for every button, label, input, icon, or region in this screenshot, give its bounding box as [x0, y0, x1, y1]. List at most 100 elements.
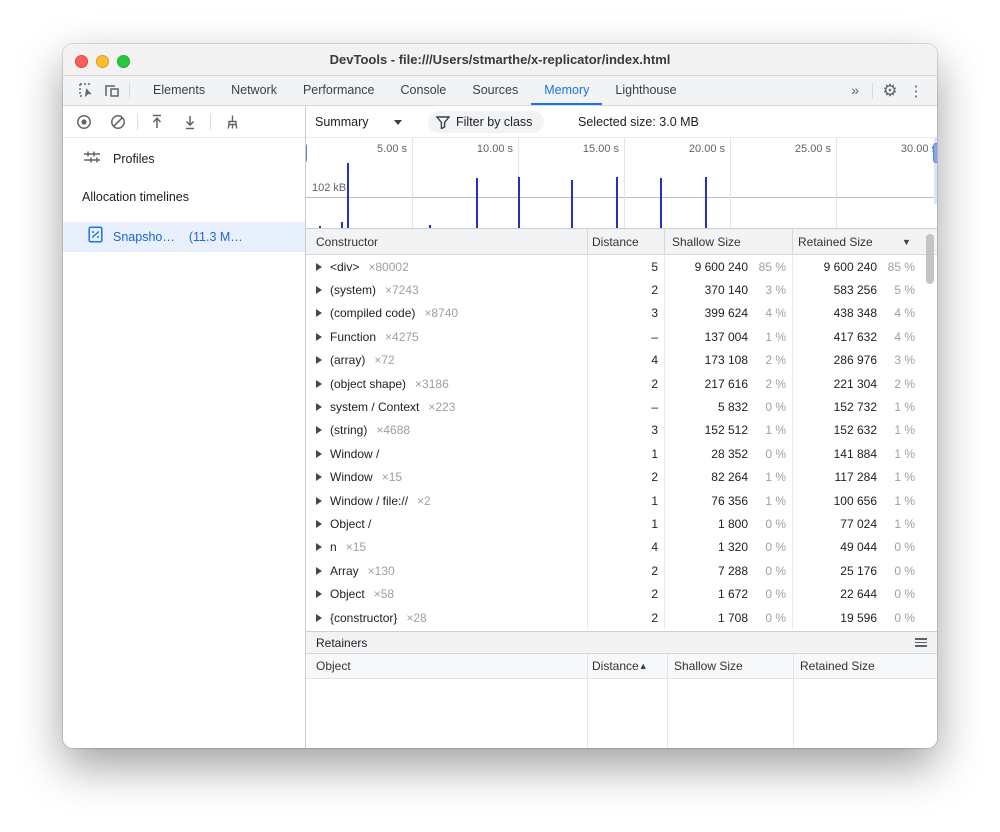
- profiles-header[interactable]: Profiles: [63, 144, 305, 174]
- column-divider[interactable]: [793, 654, 794, 678]
- memory-main-panel: 102 kB 5.00 s 10.00 s 15.00 s 20.00 s 25.00 …: [306, 138, 937, 748]
- column-divider[interactable]: [792, 229, 793, 254]
- disclosure-triangle-icon[interactable]: [316, 566, 322, 575]
- table-row[interactable]: Window / 1 28 352 0 % 141 884 1 %: [306, 442, 937, 465]
- zoom-button[interactable]: [117, 55, 130, 68]
- disclosure-triangle-icon[interactable]: [316, 613, 322, 622]
- tab-sources[interactable]: Sources: [472, 82, 519, 97]
- table-row[interactable]: Object / 1 1 800 0 % 77 024 1 %: [306, 512, 937, 535]
- table-row[interactable]: Window ×15 2 82 264 1 % 117 284 1 %: [306, 466, 937, 489]
- table-row[interactable]: Function ×4275 – 137 004 1 % 417 632 4 %: [306, 325, 937, 348]
- class-filter-input[interactable]: Filter by class: [428, 111, 545, 133]
- retained-size-value: 25 176: [840, 563, 877, 578]
- column-divider[interactable]: [587, 229, 588, 254]
- instance-count: ×223: [428, 400, 456, 415]
- table-row[interactable]: system / Context ×223 – 5 832 0 % 152 732 1 %: [306, 395, 937, 418]
- sort-descending-icon: ▼: [902, 236, 911, 247]
- disclosure-triangle-icon[interactable]: [316, 379, 322, 388]
- column-header-object[interactable]: Object: [316, 659, 351, 673]
- disclosure-triangle-icon[interactable]: [316, 286, 322, 295]
- table-row[interactable]: (system) ×7243 2 370 140 3 % 583 256 5 %: [306, 278, 937, 301]
- kebab-menu-icon[interactable]: ⋮: [908, 82, 924, 100]
- clear-profiles-icon[interactable]: [105, 110, 131, 134]
- disclosure-triangle-icon[interactable]: [316, 520, 322, 529]
- constructor-name: (string): [330, 423, 368, 438]
- tab-console[interactable]: Console: [400, 82, 447, 97]
- range-handle-right[interactable]: [933, 143, 937, 163]
- toolbar-divider: [137, 114, 138, 130]
- tab-performance[interactable]: Performance: [302, 82, 375, 97]
- constructor-name: (array): [330, 353, 366, 368]
- instance-count: ×28: [406, 610, 427, 625]
- disclosure-triangle-icon[interactable]: [316, 496, 322, 505]
- device-toolbar-icon[interactable]: [99, 79, 125, 103]
- column-header-retainers-retained[interactable]: Retained Size: [800, 659, 875, 673]
- shallow-size-percent: 0 %: [765, 587, 786, 602]
- retained-size-percent: 4 %: [894, 306, 915, 321]
- retained-size-value: 286 976: [833, 353, 877, 368]
- table-row[interactable]: (string) ×4688 3 152 512 1 % 152 632 1 %: [306, 419, 937, 442]
- table-row[interactable]: n ×15 4 1 320 0 % 49 044 0 %: [306, 536, 937, 559]
- retained-size-percent: 85 %: [887, 259, 915, 274]
- disclosure-triangle-icon[interactable]: [316, 473, 322, 482]
- clean-brush-icon[interactable]: [219, 110, 245, 134]
- table-row[interactable]: <div> ×80002 5 9 600 240 85 % 9 600 240 85 %: [306, 255, 937, 278]
- disclosure-triangle-icon[interactable]: [316, 543, 322, 552]
- timeline-overview[interactable]: 102 kB 5.00 s 10.00 s 15.00 s 20.00 s 25.00 …: [306, 138, 937, 228]
- save-profile-icon[interactable]: [177, 110, 203, 134]
- shallow-size-value: 1 708: [717, 610, 748, 625]
- disclosure-triangle-icon[interactable]: [316, 590, 322, 599]
- tab-lighthouse[interactable]: Lighthouse: [615, 82, 677, 97]
- table-row[interactable]: Array ×130 2 7 288 0 % 25 176 0 %: [306, 559, 937, 582]
- column-header-retainers-shallow[interactable]: Shallow Size: [674, 659, 743, 673]
- title-bar: DevTools - file:///Users/stmarthe/x-repl…: [63, 44, 937, 76]
- minimize-button[interactable]: [96, 55, 109, 68]
- range-handle-left[interactable]: [306, 143, 307, 163]
- retained-size-percent: 1 %: [894, 446, 915, 461]
- shallow-size-value: 152 512: [704, 423, 748, 438]
- tab-network[interactable]: Network: [231, 82, 277, 97]
- shallow-size-value: 137 004: [704, 329, 748, 344]
- shallow-size-percent: 0 %: [765, 610, 786, 625]
- column-header-distance[interactable]: Distance: [592, 234, 639, 249]
- retained-size-percent: 0 %: [894, 610, 915, 625]
- disclosure-triangle-icon[interactable]: [316, 449, 322, 458]
- tab-elements[interactable]: Elements: [153, 82, 206, 97]
- column-header-shallow-size[interactable]: Shallow Size: [672, 234, 741, 249]
- gear-icon[interactable]: ⚙: [882, 80, 898, 100]
- allocation-bar: [347, 162, 350, 228]
- retained-size-percent: 3 %: [894, 353, 915, 368]
- snapshot-item-selected[interactable]: Snapsho… (11.3 M…: [63, 222, 305, 252]
- retainers-menu-icon[interactable]: [915, 638, 927, 647]
- record-heap-icon[interactable]: [71, 110, 97, 134]
- disclosure-triangle-icon[interactable]: [316, 309, 322, 318]
- column-divider[interactable]: [587, 654, 588, 678]
- sidebar-splitter[interactable]: [305, 106, 306, 748]
- table-row[interactable]: (array) ×72 4 173 108 2 % 286 976 3 %: [306, 349, 937, 372]
- disclosure-triangle-icon[interactable]: [316, 356, 322, 365]
- table-row[interactable]: {constructor} ×28 2 1 708 0 % 19 596 0 %: [306, 606, 937, 629]
- inspect-element-icon[interactable]: [73, 79, 99, 103]
- column-header-retainers-distance[interactable]: Distance ▲: [592, 654, 648, 678]
- disclosure-triangle-icon[interactable]: [316, 332, 322, 341]
- column-header-retained-size[interactable]: Retained Size: [798, 234, 873, 249]
- more-tabs-button[interactable]: »: [851, 81, 859, 98]
- table-row[interactable]: Object ×58 2 1 672 0 % 22 644 0 %: [306, 583, 937, 606]
- disclosure-triangle-icon[interactable]: [316, 403, 322, 412]
- table-row[interactable]: Window / file:// ×2 1 76 356 1 % 100 656 1 %: [306, 489, 937, 512]
- column-divider[interactable]: [667, 654, 668, 678]
- shallow-size-value: 7 288: [717, 563, 748, 578]
- vertical-scrollbar-thumb[interactable]: [926, 234, 934, 284]
- disclosure-triangle-icon[interactable]: [316, 426, 322, 435]
- retained-size-percent: 5 %: [894, 283, 915, 298]
- tab-memory[interactable]: Memory: [531, 76, 603, 105]
- load-profile-icon[interactable]: [144, 110, 170, 134]
- perspective-select[interactable]: Summary: [315, 106, 403, 138]
- column-divider[interactable]: [664, 229, 665, 254]
- disclosure-triangle-icon[interactable]: [316, 262, 322, 271]
- table-row[interactable]: (object shape) ×3186 2 217 616 2 % 221 304 2 %: [306, 372, 937, 395]
- table-row[interactable]: (compiled code) ×8740 3 399 624 4 % 438 348 4 …: [306, 302, 937, 325]
- close-button[interactable]: [75, 55, 88, 68]
- column-header-constructor[interactable]: Constructor: [316, 234, 379, 249]
- constructor-name: Object: [330, 587, 365, 602]
